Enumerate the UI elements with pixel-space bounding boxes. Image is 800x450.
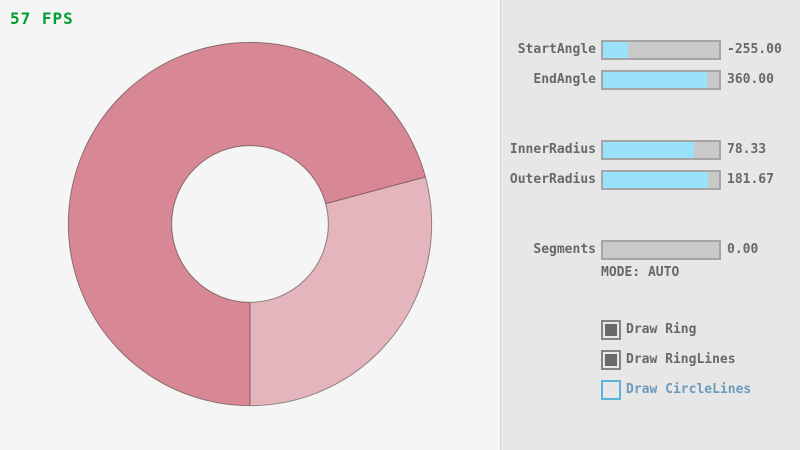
checkbox-row-draw-ring: Draw Ring <box>501 320 800 340</box>
slider-fill <box>603 42 629 58</box>
slider-label: EndAngle <box>533 72 596 87</box>
slider-fill <box>603 142 694 158</box>
segments-mode-label: MODE: AUTO <box>601 265 680 280</box>
slider-value: 78.33 <box>727 142 767 157</box>
slider-end-angle[interactable] <box>601 70 721 90</box>
slider-segments[interactable] <box>601 240 721 260</box>
settings-panel: StartAngle -255.00 EndAngle 360.00 Inner… <box>500 0 800 450</box>
slider-row-inner-radius: InnerRadius 78.33 <box>501 140 800 160</box>
slider-inner-radius[interactable] <box>601 140 721 160</box>
slider-fill <box>603 172 709 188</box>
checkbox-row-draw-circlelines: Draw CircleLines <box>501 380 800 400</box>
slider-label: OuterRadius <box>509 172 596 187</box>
checkmark <box>605 324 617 336</box>
slider-row-segments: Segments 0.00 <box>501 240 800 260</box>
checkbox-row-draw-ringlines: Draw RingLines <box>501 350 800 370</box>
checkbox-label: Draw CircleLines <box>626 382 752 397</box>
slider-label: StartAngle <box>517 42 596 57</box>
slider-outer-radius[interactable] <box>601 170 721 190</box>
slider-row-outer-radius: OuterRadius 181.67 <box>501 170 800 190</box>
slider-value: 360.00 <box>727 72 774 87</box>
slider-value: 0.00 <box>727 242 759 257</box>
fps-counter: 57 FPS <box>10 9 74 28</box>
slider-label: InnerRadius <box>509 142 596 157</box>
slider-fill <box>603 72 708 88</box>
slider-value: -255.00 <box>727 42 782 57</box>
checkbox-draw-circlelines[interactable] <box>601 380 621 400</box>
slider-row-start-angle: StartAngle -255.00 <box>501 40 800 60</box>
checkmark <box>605 354 617 366</box>
checkbox-draw-ringlines[interactable] <box>601 350 621 370</box>
checkbox-label: Draw Ring <box>626 322 697 337</box>
ring-graphic <box>67 41 433 407</box>
slider-value: 181.67 <box>727 172 774 187</box>
checkbox-draw-ring[interactable] <box>601 320 621 340</box>
checkbox-label: Draw RingLines <box>626 352 736 367</box>
slider-label: Segments <box>533 242 596 257</box>
slider-row-end-angle: EndAngle 360.00 <box>501 70 800 90</box>
slider-start-angle[interactable] <box>601 40 721 60</box>
